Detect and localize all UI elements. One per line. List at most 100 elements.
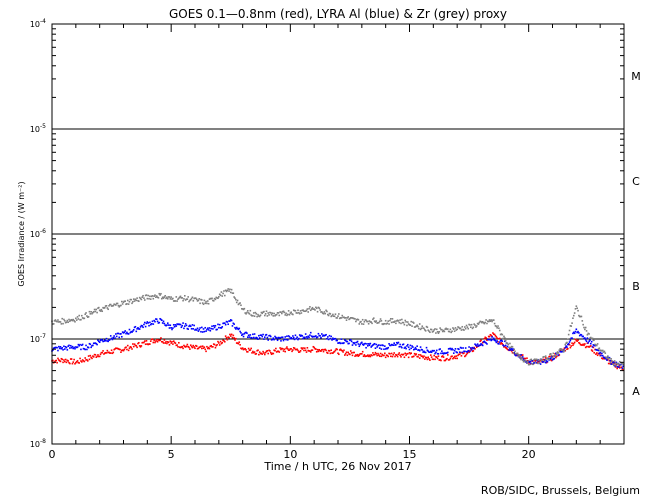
data-point bbox=[208, 347, 211, 350]
data-point bbox=[437, 353, 440, 355]
data-point bbox=[242, 308, 245, 311]
data-point bbox=[232, 322, 235, 325]
data-point bbox=[551, 359, 554, 361]
data-point bbox=[425, 346, 428, 349]
data-point bbox=[188, 325, 190, 328]
data-point bbox=[97, 307, 99, 309]
data-point bbox=[143, 340, 146, 342]
data-point bbox=[176, 300, 178, 302]
data-point bbox=[253, 315, 256, 318]
data-point bbox=[510, 350, 513, 352]
data-point bbox=[76, 360, 79, 362]
data-point bbox=[308, 336, 310, 339]
data-point bbox=[261, 335, 264, 338]
data-point bbox=[258, 351, 261, 353]
data-point bbox=[409, 344, 412, 347]
data-point bbox=[336, 339, 338, 342]
data-point bbox=[468, 351, 470, 354]
data-point bbox=[369, 321, 372, 323]
data-point bbox=[69, 344, 72, 347]
data-point bbox=[188, 346, 190, 349]
data-point bbox=[578, 332, 580, 334]
data-point bbox=[269, 334, 271, 337]
data-point bbox=[144, 343, 147, 346]
data-point bbox=[270, 339, 273, 341]
data-point bbox=[596, 354, 599, 357]
data-point bbox=[618, 363, 621, 366]
data-point bbox=[368, 344, 371, 347]
data-point bbox=[57, 319, 59, 321]
data-point bbox=[103, 339, 106, 342]
data-point bbox=[107, 340, 109, 343]
data-point bbox=[555, 352, 557, 355]
data-point bbox=[601, 354, 604, 357]
data-point bbox=[507, 343, 510, 346]
data-point bbox=[534, 360, 537, 362]
data-point bbox=[321, 335, 324, 337]
data-point bbox=[568, 343, 571, 346]
data-point bbox=[300, 334, 303, 337]
data-point bbox=[410, 320, 413, 323]
data-point bbox=[141, 341, 144, 344]
data-point bbox=[407, 346, 410, 348]
data-point bbox=[291, 350, 293, 353]
data-point bbox=[383, 322, 385, 325]
data-point bbox=[80, 344, 83, 347]
data-point bbox=[552, 352, 555, 355]
data-point bbox=[521, 354, 523, 356]
data-point bbox=[366, 345, 369, 347]
data-point bbox=[189, 299, 191, 302]
data-point bbox=[444, 352, 447, 355]
data-point bbox=[389, 355, 392, 358]
data-point bbox=[81, 317, 84, 319]
data-point bbox=[249, 309, 252, 312]
data-point bbox=[272, 315, 275, 317]
data-point bbox=[613, 364, 616, 367]
data-point bbox=[300, 312, 303, 314]
data-point bbox=[428, 351, 430, 354]
data-point bbox=[533, 361, 536, 364]
data-point bbox=[342, 351, 344, 353]
data-point bbox=[152, 297, 155, 300]
data-point bbox=[572, 317, 574, 319]
data-point bbox=[111, 352, 114, 355]
data-point bbox=[582, 343, 584, 346]
data-point bbox=[244, 331, 247, 334]
data-point bbox=[462, 347, 464, 349]
data-point bbox=[327, 349, 330, 352]
data-point bbox=[135, 344, 138, 347]
data-point bbox=[180, 326, 183, 329]
data-point bbox=[399, 354, 401, 357]
data-point bbox=[475, 326, 477, 328]
data-point bbox=[357, 355, 360, 357]
data-point bbox=[403, 347, 406, 349]
data-point bbox=[58, 321, 60, 323]
data-point bbox=[98, 341, 101, 344]
data-point bbox=[78, 344, 81, 347]
data-point bbox=[154, 294, 156, 296]
data-point bbox=[138, 328, 141, 330]
data-point bbox=[115, 333, 117, 335]
data-point bbox=[179, 323, 182, 326]
data-point bbox=[290, 348, 292, 350]
data-point bbox=[527, 360, 529, 363]
data-point bbox=[563, 350, 566, 352]
data-point bbox=[170, 327, 172, 329]
data-point bbox=[132, 300, 134, 303]
data-point bbox=[207, 329, 210, 331]
data-point bbox=[64, 321, 67, 324]
data-point bbox=[449, 357, 452, 360]
data-point bbox=[158, 292, 161, 295]
data-point bbox=[378, 344, 380, 346]
data-point bbox=[578, 314, 580, 317]
data-point bbox=[245, 313, 247, 315]
data-point bbox=[163, 322, 166, 325]
data-point bbox=[103, 340, 105, 343]
data-point bbox=[83, 360, 86, 363]
data-point bbox=[80, 314, 83, 317]
data-point bbox=[524, 357, 527, 360]
data-point bbox=[138, 345, 141, 347]
data-point bbox=[62, 348, 64, 351]
data-point bbox=[297, 338, 299, 341]
x-tick-label: 10 bbox=[283, 448, 297, 461]
